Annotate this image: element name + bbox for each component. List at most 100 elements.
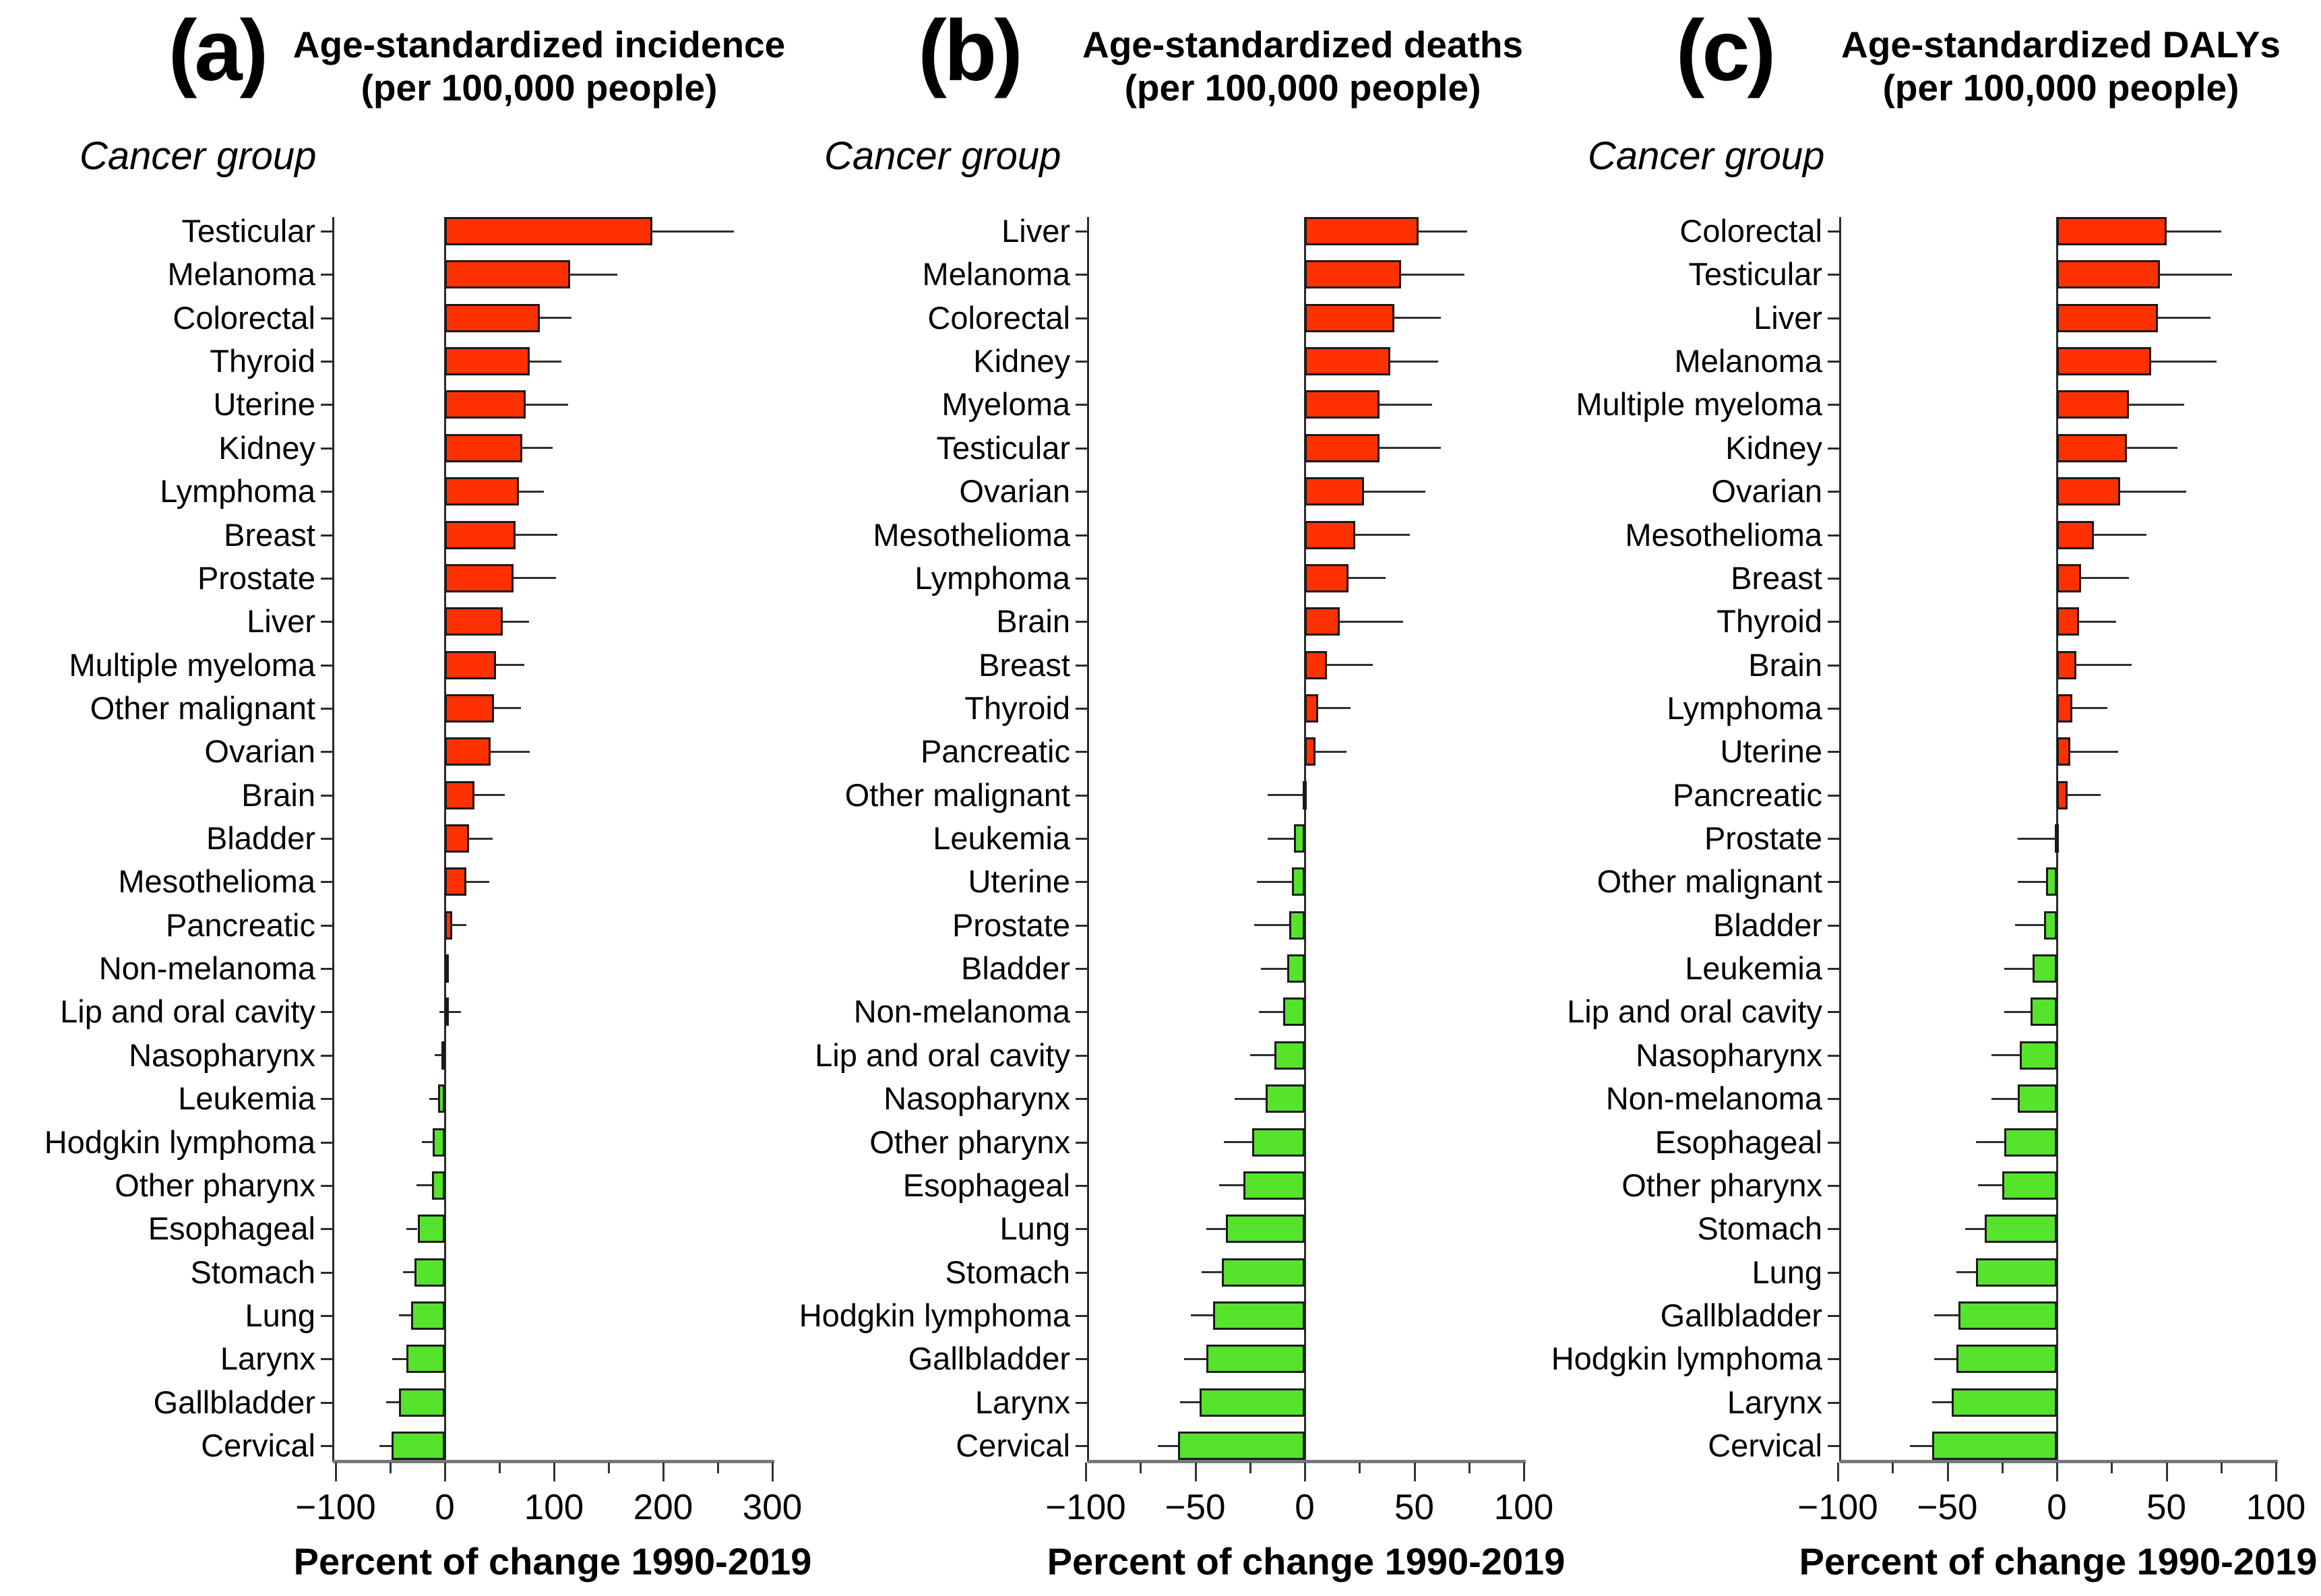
bar-row-label: Ovarian: [1711, 473, 1822, 510]
row-tick: [321, 968, 333, 971]
x-tick-major: [1837, 1463, 1839, 1481]
row-tick: [321, 1054, 333, 1057]
x-tick-major: [553, 1463, 555, 1481]
ylabel-cancer-group: Cancer group: [824, 134, 1061, 178]
error-whisker: [2078, 620, 2116, 623]
category-axis: [1087, 217, 1089, 1462]
error-whisker: [2015, 924, 2044, 927]
bar-row-label: Multiple myeloma: [1576, 386, 1822, 423]
bar: [1952, 1388, 2057, 1417]
x-tick-major: [335, 1463, 337, 1481]
error-whisker: [406, 1227, 418, 1230]
bar-row-label: Non-melanoma: [853, 993, 1070, 1030]
error-whisker: [403, 1271, 414, 1274]
x-axis-line: [1840, 1460, 2278, 1463]
x-tick-minor: [608, 1463, 610, 1473]
category-axis: [1839, 217, 1841, 1462]
bar: [1305, 433, 1380, 462]
error-whisker: [502, 620, 529, 623]
bar-row-label: Other pharynx: [115, 1167, 315, 1203]
bar-row-label: Other malignant: [90, 689, 315, 726]
bar: [1975, 1258, 2057, 1287]
row-tick: [1828, 1054, 1840, 1057]
bar: [1305, 347, 1390, 376]
bar-row-label: Bladder: [1713, 907, 1822, 943]
row-tick: [1076, 1401, 1088, 1404]
row-tick: [321, 707, 333, 710]
bar: [1252, 1128, 1305, 1157]
error-whisker: [2150, 360, 2217, 363]
error-whisker: [1964, 1227, 1985, 1230]
x-tick-label: −100: [295, 1487, 376, 1527]
bar-row-label: Esophageal: [902, 1167, 1070, 1203]
bar: [1931, 1432, 2057, 1460]
ylabel-cancer-group: Cancer group: [1588, 134, 1825, 178]
x-tick-minor: [1140, 1463, 1142, 1473]
bar: [445, 824, 469, 853]
x-tick-label: 0: [435, 1487, 455, 1527]
bar: [1293, 824, 1305, 853]
row-tick: [1076, 404, 1088, 406]
row-tick: [321, 274, 333, 276]
bar: [2057, 217, 2167, 245]
error-whisker: [398, 1314, 411, 1317]
x-tick-label: 0: [1295, 1487, 1315, 1527]
bar: [445, 260, 571, 289]
error-whisker: [474, 794, 505, 797]
row-tick: [321, 664, 333, 667]
bar-row-label: Testicular: [181, 213, 315, 249]
error-whisker: [2076, 664, 2132, 667]
bar-row-label: Melanoma: [167, 256, 315, 293]
bar-row-label: Thyroid: [210, 343, 315, 379]
bar: [1243, 1171, 1305, 1200]
row-tick: [1828, 491, 1840, 493]
bar-row-label: Mesothelioma: [1625, 516, 1822, 553]
x-axis-line: [333, 1460, 774, 1463]
x-tick-label: 0: [2047, 1487, 2067, 1527]
row-tick: [1828, 274, 1840, 276]
error-whisker: [2017, 880, 2046, 883]
x-tick-label: −50: [1917, 1487, 1978, 1527]
x-tick-major: [1523, 1463, 1525, 1481]
bar-row-label: Leukemia: [1685, 950, 1822, 987]
bar: [410, 1301, 445, 1330]
panel-letter: (a): [168, 3, 268, 99]
bar: [2017, 1084, 2057, 1113]
bar-row-label: Thyroid: [964, 689, 1070, 726]
bar: [1212, 1301, 1305, 1330]
error-whisker: [1401, 273, 1465, 276]
row-tick: [1076, 1184, 1088, 1187]
x-tick-label: 100: [1493, 1487, 1554, 1527]
error-whisker: [2072, 707, 2107, 710]
bar-row-label: Cervical: [1708, 1428, 1822, 1463]
error-whisker: [429, 1097, 439, 1100]
row-tick: [1828, 361, 1840, 363]
bar: [445, 954, 449, 983]
zero-line: [1304, 217, 1306, 1462]
error-whisker: [1956, 1271, 1976, 1274]
error-whisker: [1978, 1184, 2002, 1187]
bar-row-label: Gallbladder: [908, 1341, 1070, 1377]
bar: [406, 1345, 445, 1374]
error-whisker: [2159, 273, 2232, 276]
bar-row-label: Uterine: [968, 863, 1070, 900]
bar-row-label: Colorectal: [927, 299, 1070, 336]
row-tick: [1828, 794, 1840, 797]
bar: [1305, 563, 1349, 592]
bar-row-label: Bladder: [961, 950, 1070, 987]
bar: [398, 1388, 445, 1417]
error-whisker: [496, 664, 525, 667]
bar: [2019, 1041, 2057, 1070]
error-whisker: [1254, 924, 1290, 927]
bar: [1305, 520, 1355, 549]
bar: [445, 780, 474, 809]
error-whisker: [1390, 360, 1439, 363]
error-whisker: [1179, 1401, 1200, 1404]
bar: [1305, 390, 1380, 419]
row-tick: [1076, 751, 1088, 754]
bar-row-label: Uterine: [213, 386, 315, 423]
error-whisker: [1184, 1357, 1206, 1360]
bar: [445, 867, 467, 896]
row-tick: [1828, 577, 1840, 580]
bar-row-label: Prostate: [197, 559, 315, 596]
